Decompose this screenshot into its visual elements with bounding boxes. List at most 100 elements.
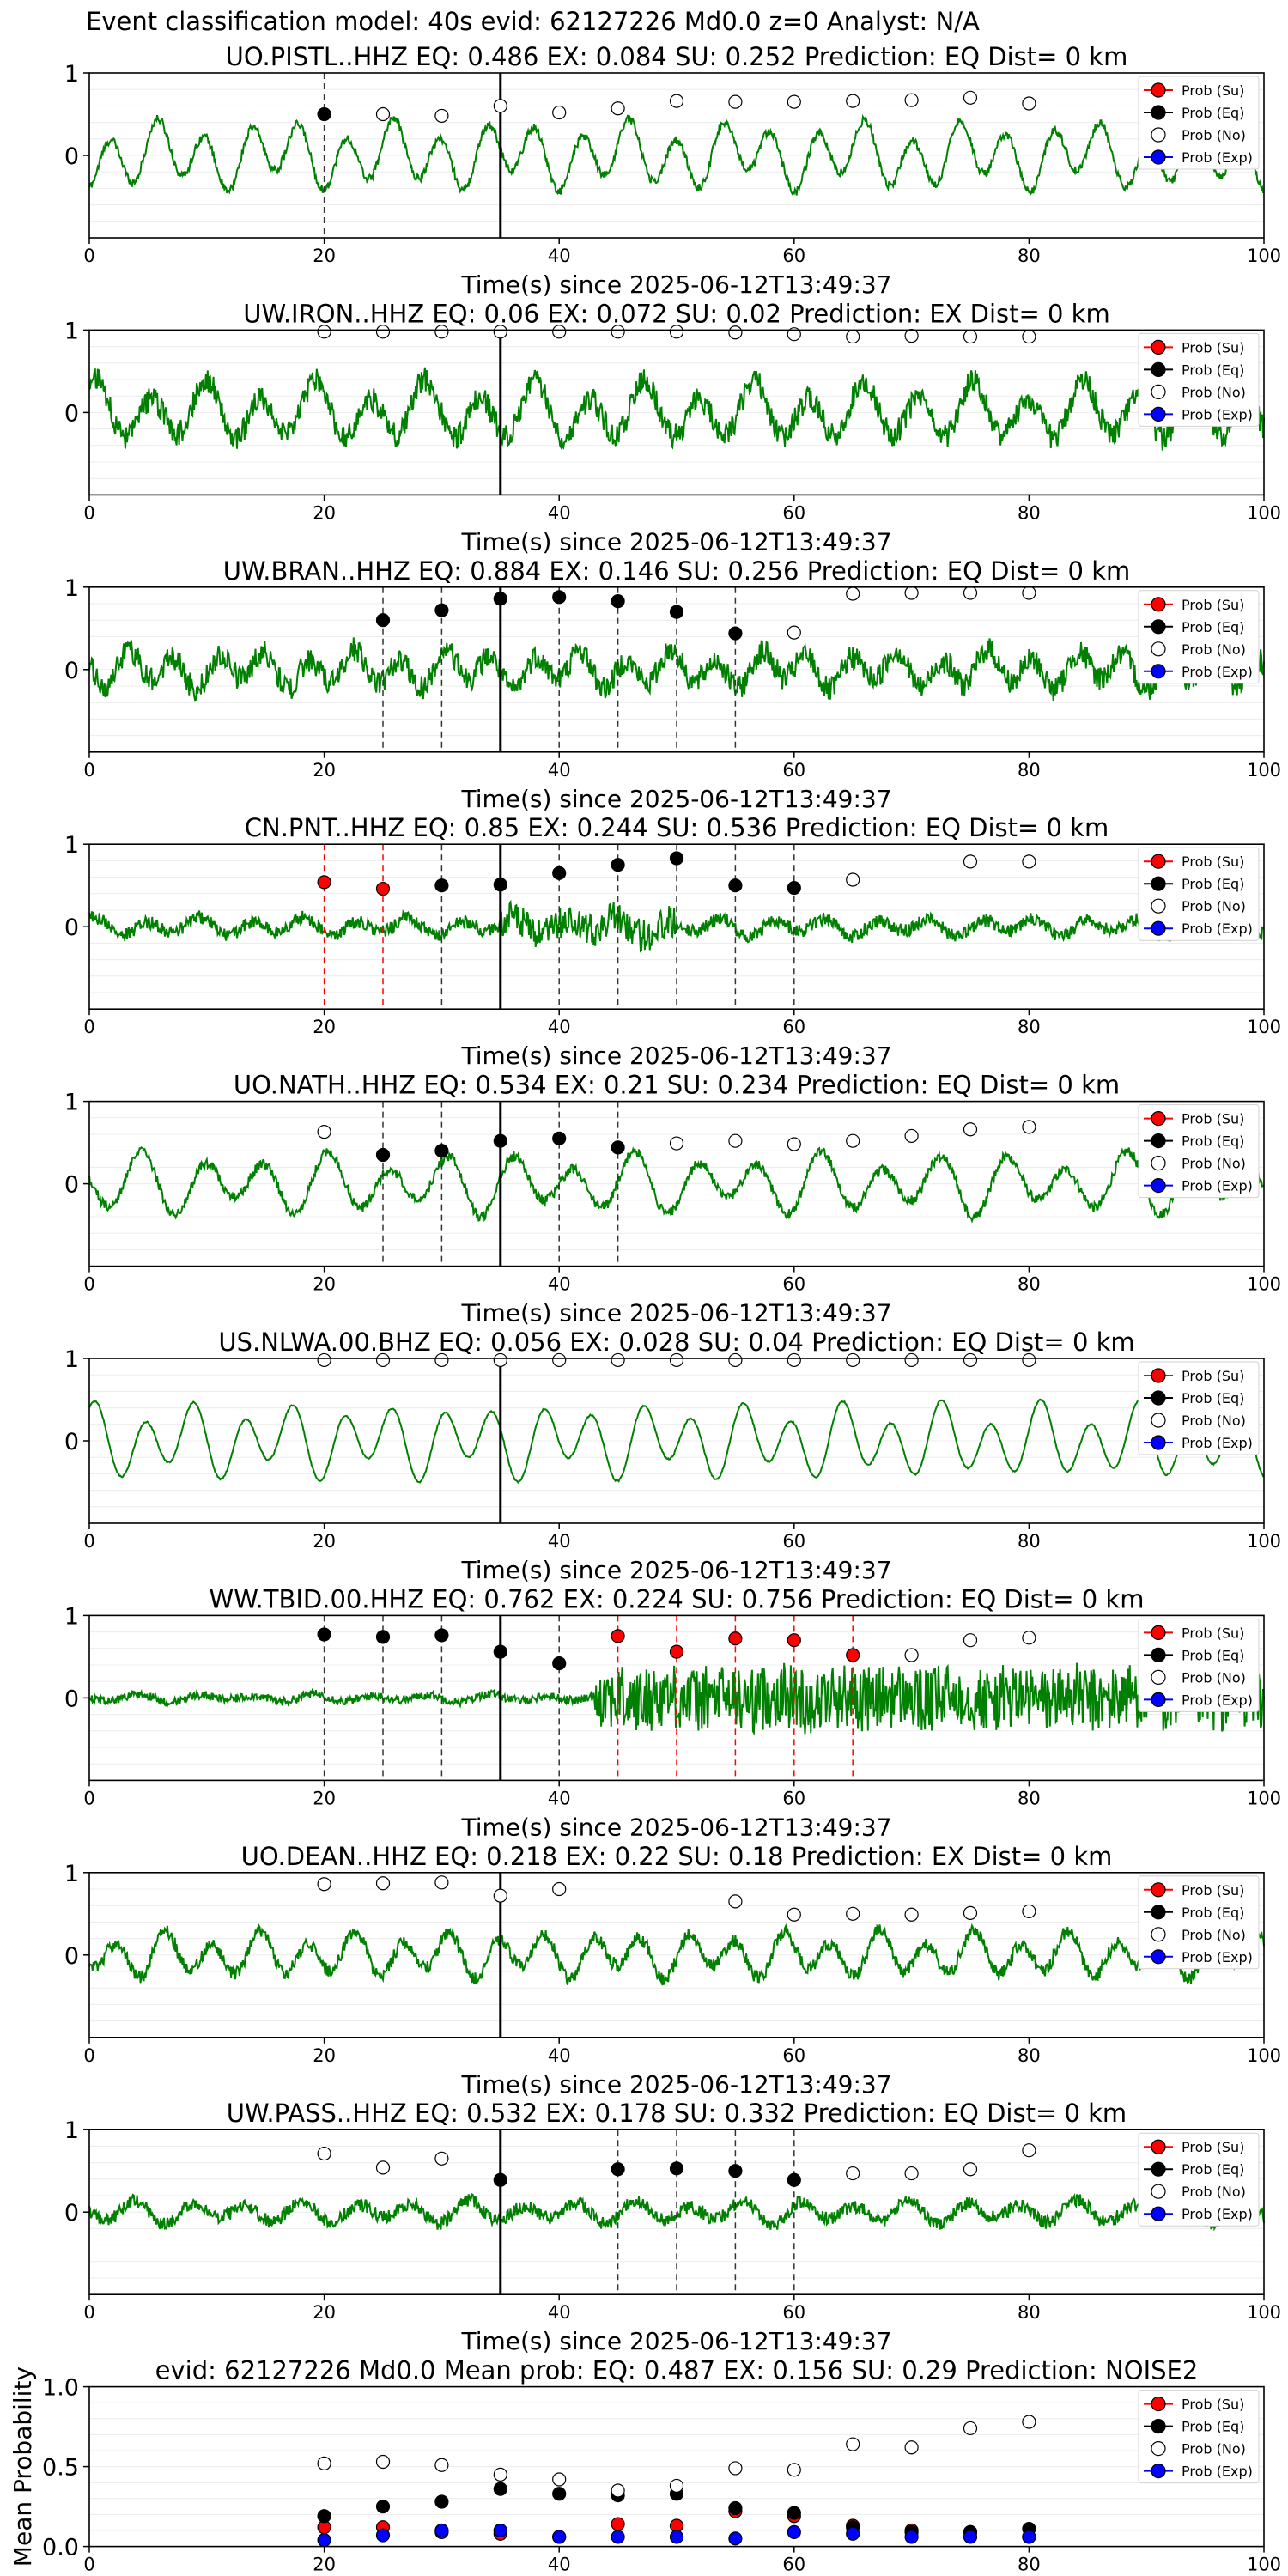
prob-point-no — [1022, 329, 1036, 344]
panel-7: WW.TBID.00.HHZ EQ: 0.762 EX: 0.224 SU: 0… — [64, 1584, 1281, 1841]
mean-prob-point-exp — [963, 2530, 978, 2544]
x-tick-label: 80 — [1018, 2555, 1041, 2575]
x-tick-label: 20 — [313, 502, 336, 523]
prob-point-no — [728, 1133, 743, 1148]
y-tick-label: 0.5 — [42, 2455, 79, 2482]
legend-marker-eq — [1151, 2161, 1166, 2177]
x-tick-label: 60 — [782, 1274, 805, 1295]
mean-prob-point-eq — [375, 2500, 391, 2514]
mean-prob-point-exp — [728, 2531, 743, 2546]
prob-point-no — [963, 586, 978, 600]
prob-point-no — [669, 94, 684, 108]
prob-point-eq — [375, 1147, 391, 1163]
legend-marker-no — [1151, 1927, 1166, 1942]
x-tick-label: 40 — [548, 2555, 571, 2575]
prob-point-eq — [611, 1140, 625, 1155]
x-tick-label: 0 — [83, 2555, 94, 2575]
prob-point-eq — [669, 2161, 684, 2176]
waveform-trace — [88, 637, 1265, 702]
y-tick-label: 0 — [64, 1172, 79, 1199]
legend-label-eq: Prob (Eq) — [1182, 1133, 1244, 1150]
x-tick-label: 100 — [1247, 2045, 1281, 2066]
mean-prob-point-exp — [904, 2530, 919, 2544]
prob-point-no — [611, 101, 625, 116]
x-tick-label: 0 — [83, 2045, 94, 2066]
legend-marker-no — [1151, 1413, 1166, 1428]
legend-label-exp: Prob (Exp) — [1182, 1435, 1253, 1451]
prob-point-no — [846, 872, 860, 887]
y-tick-label: 0 — [64, 658, 79, 684]
legend-marker-exp — [1151, 149, 1166, 165]
mean-prob-point-exp — [611, 2530, 625, 2544]
x-tick-label: 20 — [313, 760, 336, 781]
prob-point-no — [552, 1352, 567, 1368]
mean-prob-point-no — [493, 2467, 507, 2482]
prob-point-no — [493, 325, 507, 339]
prob-point-no — [963, 1633, 978, 1648]
prob-point-eq — [493, 878, 507, 892]
x-tick-label: 20 — [313, 246, 336, 266]
legend-box — [1138, 332, 1260, 427]
prob-point-no — [552, 105, 567, 120]
legend-label-no: Prob (No) — [1182, 1927, 1246, 1943]
prob-point-no — [787, 1137, 801, 1151]
prob-point-no — [963, 329, 978, 344]
prob-point-eq — [434, 603, 449, 617]
y-tick-label: 0 — [64, 1686, 79, 1712]
legend-label-eq: Prob (Eq) — [1182, 1647, 1244, 1663]
x-tick-label: 100 — [1247, 760, 1281, 781]
x-tick-label: 60 — [782, 246, 805, 266]
legend-label-eq: Prob (Eq) — [1182, 1390, 1244, 1406]
mean-prob-point-eq — [434, 2494, 449, 2509]
panel-10: evid: 62127226 Md0.0 Mean prob: EQ: 0.48… — [9, 2356, 1281, 2575]
x-tick-label: 100 — [1247, 246, 1281, 266]
prob-point-no — [963, 854, 978, 869]
legend-box — [1138, 2132, 1260, 2227]
legend-marker-eq — [1151, 1647, 1166, 1663]
x-tick-label: 100 — [1247, 2555, 1281, 2575]
legend-label-exp: Prob (Exp) — [1182, 1178, 1253, 1194]
prob-point-no — [846, 1352, 860, 1368]
prob-point-no — [846, 94, 860, 108]
prob-point-no — [434, 108, 449, 124]
x-tick-label: 100 — [1247, 1788, 1281, 1808]
legend-label-su: Prob (Su) — [1182, 2139, 1244, 2155]
mean-prob-point-exp — [434, 2523, 449, 2538]
prob-point-no — [1022, 96, 1036, 111]
legend-marker-su — [1151, 1110, 1166, 1127]
panel-3: UW.BRAN..HHZ EQ: 0.884 EX: 0.146 SU: 0.2… — [64, 556, 1281, 813]
x-axis-label: Time(s) since 2025-06-12T13:49:37 — [460, 2327, 891, 2355]
prob-point-no — [434, 1875, 449, 1890]
legend-label-su: Prob (Su) — [1182, 82, 1244, 99]
legend-box — [1138, 1875, 1260, 1970]
legend-marker-su — [1151, 2139, 1166, 2154]
prob-point-no — [1022, 1352, 1036, 1368]
legend-label-exp: Prob (Exp) — [1182, 406, 1253, 422]
panel-title: CN.PNT..HHZ EQ: 0.85 EX: 0.244 SU: 0.536… — [245, 813, 1109, 842]
prob-point-eq — [375, 1630, 391, 1644]
legend-label-su: Prob (Su) — [1182, 1882, 1244, 1899]
figure-title: Event classification model: 40s evid: 62… — [86, 7, 980, 36]
legend-label-no: Prob (No) — [1182, 1669, 1246, 1686]
prob-point-no — [493, 1888, 507, 1903]
prob-point-no — [375, 106, 391, 122]
mean-prob-point-eq — [552, 2487, 567, 2501]
prob-point-no — [728, 1352, 743, 1368]
prob-point-eq — [669, 851, 684, 866]
waveform-trace — [88, 367, 1265, 451]
y-tick-label: 1 — [64, 61, 79, 88]
prob-point-no — [904, 1128, 919, 1144]
legend-label-su: Prob (Su) — [1182, 597, 1244, 613]
mean-prob-point-no — [669, 2478, 684, 2494]
legend-marker-su — [1151, 339, 1166, 355]
y-tick-label: 0 — [64, 1943, 79, 1970]
legend-marker-eq — [1151, 1133, 1166, 1149]
x-tick-label: 100 — [1247, 502, 1281, 523]
prob-point-no — [787, 327, 801, 342]
legend-marker-exp — [1151, 1949, 1166, 1965]
legend-marker-eq — [1151, 1390, 1166, 1406]
legend-marker-exp — [1151, 1177, 1166, 1194]
y-tick-label: 0.0 — [42, 2535, 79, 2561]
legend-box — [1138, 2390, 1260, 2484]
